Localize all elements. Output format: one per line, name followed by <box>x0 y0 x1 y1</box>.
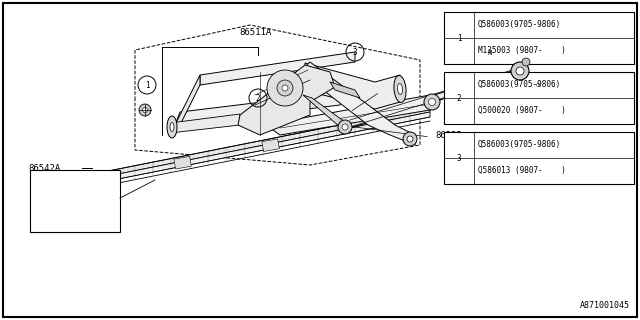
Circle shape <box>536 84 540 86</box>
Text: 3: 3 <box>457 154 461 163</box>
Polygon shape <box>170 114 240 133</box>
Circle shape <box>516 67 524 75</box>
Text: 86532: 86532 <box>374 88 401 97</box>
Text: Q586013 (9807-    ): Q586013 (9807- ) <box>478 166 566 175</box>
Bar <box>262 139 279 151</box>
Circle shape <box>74 178 86 190</box>
Polygon shape <box>303 95 345 127</box>
Circle shape <box>534 81 542 89</box>
Polygon shape <box>175 92 345 125</box>
Text: 86542A: 86542A <box>28 164 60 172</box>
Bar <box>444 72 634 124</box>
Ellipse shape <box>407 136 413 142</box>
Text: 1: 1 <box>145 81 149 90</box>
Text: Q586003(9705-9806): Q586003(9705-9806) <box>478 80 561 89</box>
Circle shape <box>522 58 530 66</box>
Text: 2: 2 <box>457 93 461 102</box>
Ellipse shape <box>167 116 177 138</box>
Text: 021706000(1 ): 021706000(1 ) <box>501 49 571 58</box>
Bar <box>444 12 634 64</box>
Polygon shape <box>200 52 355 85</box>
Polygon shape <box>528 80 565 105</box>
Polygon shape <box>350 68 522 128</box>
Circle shape <box>429 99 435 106</box>
Polygon shape <box>300 62 415 145</box>
Circle shape <box>481 44 499 62</box>
Text: N: N <box>488 50 492 56</box>
Text: 86511A: 86511A <box>239 28 271 37</box>
Circle shape <box>282 85 288 91</box>
Text: 1: 1 <box>457 34 461 43</box>
Text: M135003 (9807-    ): M135003 (9807- ) <box>478 46 566 55</box>
Polygon shape <box>78 112 430 187</box>
Polygon shape <box>175 75 200 135</box>
Bar <box>174 156 191 169</box>
Circle shape <box>511 62 529 80</box>
Polygon shape <box>270 95 440 135</box>
Text: Q586003(9705-9806): Q586003(9705-9806) <box>478 140 561 149</box>
Polygon shape <box>330 82 360 98</box>
Bar <box>30 170 120 232</box>
Ellipse shape <box>170 123 174 132</box>
Ellipse shape <box>394 76 406 102</box>
Text: A871001045: A871001045 <box>580 301 630 310</box>
Circle shape <box>267 70 303 106</box>
Circle shape <box>338 120 352 134</box>
Circle shape <box>139 104 151 116</box>
Text: 86535: 86535 <box>435 131 462 140</box>
Text: 86538: 86538 <box>532 108 559 117</box>
Polygon shape <box>238 65 335 135</box>
Polygon shape <box>305 63 400 109</box>
Polygon shape <box>78 107 430 182</box>
Text: 2: 2 <box>256 93 260 102</box>
Text: Q500020 (9807-    ): Q500020 (9807- ) <box>478 106 566 115</box>
Text: Q586003(9705-9806): Q586003(9705-9806) <box>478 20 561 29</box>
Circle shape <box>342 124 348 130</box>
Text: 3: 3 <box>353 47 357 57</box>
Ellipse shape <box>403 132 417 146</box>
Circle shape <box>424 94 440 110</box>
Circle shape <box>143 108 147 113</box>
Ellipse shape <box>397 84 403 94</box>
Bar <box>444 132 634 184</box>
Circle shape <box>277 80 293 96</box>
